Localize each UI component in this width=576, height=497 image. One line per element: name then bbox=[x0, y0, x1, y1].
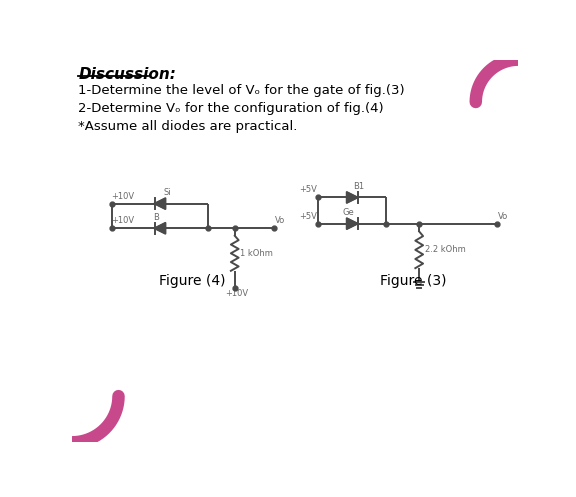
Text: 1-Determine the level of Vₒ for the gate of fig.(3): 1-Determine the level of Vₒ for the gate… bbox=[78, 84, 405, 97]
Text: Discussion:: Discussion: bbox=[78, 67, 176, 83]
Text: 2.2 kOhm: 2.2 kOhm bbox=[425, 246, 465, 254]
Text: +10V: +10V bbox=[111, 191, 134, 201]
Polygon shape bbox=[347, 218, 358, 229]
Text: 1 kOhm: 1 kOhm bbox=[240, 249, 273, 258]
Text: 2-Determine Vₒ for the configuration of fig.(4): 2-Determine Vₒ for the configuration of … bbox=[78, 102, 384, 115]
Text: +10V: +10V bbox=[225, 289, 248, 298]
Text: *Assume all diodes are practical.: *Assume all diodes are practical. bbox=[78, 120, 298, 133]
Text: Figure (4): Figure (4) bbox=[159, 274, 225, 288]
Text: Ge: Ge bbox=[342, 208, 354, 218]
Text: +5V: +5V bbox=[299, 212, 317, 221]
Text: Vo: Vo bbox=[498, 212, 509, 221]
Text: +10V: +10V bbox=[111, 216, 134, 225]
Text: Si: Si bbox=[164, 188, 172, 197]
Polygon shape bbox=[154, 223, 165, 234]
Text: B: B bbox=[153, 213, 159, 222]
Text: +5V: +5V bbox=[299, 185, 317, 194]
Text: B1: B1 bbox=[353, 182, 364, 191]
Polygon shape bbox=[347, 192, 358, 203]
Text: Figure (3): Figure (3) bbox=[380, 274, 446, 288]
Polygon shape bbox=[154, 198, 165, 209]
Text: Vo: Vo bbox=[275, 216, 285, 225]
